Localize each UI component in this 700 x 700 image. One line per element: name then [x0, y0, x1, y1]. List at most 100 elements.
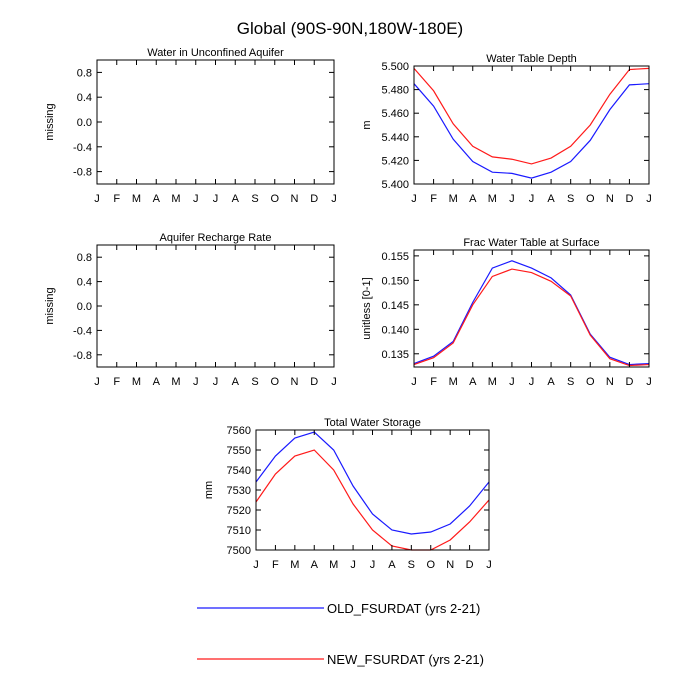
x-tick-label: A	[547, 376, 555, 388]
x-tick-label: N	[291, 376, 299, 388]
y-tick-label: 5.480	[381, 85, 409, 97]
x-tick-label: J	[94, 376, 100, 388]
x-tick-label: M	[171, 376, 180, 388]
legend: OLD_FSURDAT (yrs 2-21) NEW_FSURDAT (yrs 2…	[197, 601, 484, 667]
y-axis-label: missing	[44, 103, 56, 140]
y-tick-label: 7500	[227, 545, 251, 557]
x-tick-label: J	[350, 559, 356, 571]
x-tick-label: D	[310, 193, 318, 205]
x-tick-label: M	[290, 559, 299, 571]
x-tick-label: N	[606, 376, 614, 388]
x-tick-label: N	[446, 559, 454, 571]
y-tick-label: 7510	[227, 525, 251, 537]
y-tick-label: 0.140	[381, 324, 409, 336]
x-tick-label: J	[529, 193, 535, 205]
x-tick-label: N	[606, 193, 614, 205]
x-tick-label: M	[449, 376, 458, 388]
series-line-new	[413, 268, 650, 367]
y-axis-label: mm	[203, 481, 215, 499]
chart-title: Water Table Depth	[486, 53, 577, 65]
x-tick-label: J	[509, 193, 515, 205]
x-tick-label: M	[329, 559, 338, 571]
x-tick-label: J	[193, 193, 199, 205]
x-tick-label: J	[213, 376, 219, 388]
x-tick-label: J	[509, 376, 515, 388]
x-tick-label: M	[488, 193, 497, 205]
series-line-old	[255, 431, 490, 535]
chart-title: Total Water Storage	[324, 417, 421, 429]
x-tick-label: S	[567, 193, 574, 205]
chart-title: Aquifer Recharge Rate	[160, 232, 272, 244]
y-axis-label: m	[361, 120, 373, 129]
y-tick-label: 0.155	[381, 251, 409, 263]
y-tick-label: 0.145	[381, 300, 409, 312]
y-tick-label: 7530	[227, 485, 251, 497]
series-line-old	[413, 83, 650, 179]
plot-frame	[96, 59, 335, 185]
x-tick-label: A	[311, 559, 319, 571]
y-tick-label: 7560	[227, 425, 251, 437]
x-tick-label: N	[291, 193, 299, 205]
y-tick-label: 7550	[227, 445, 251, 457]
x-tick-label: F	[430, 193, 437, 205]
series-line-new	[413, 67, 650, 165]
x-tick-label: D	[310, 376, 318, 388]
y-tick-label: 7520	[227, 505, 251, 517]
x-tick-label: S	[251, 376, 258, 388]
y-tick-label: 0.4	[77, 277, 92, 289]
x-tick-label: J	[94, 193, 100, 205]
x-tick-label: F	[272, 559, 279, 571]
y-tick-label: 0.0	[77, 301, 92, 313]
y-tick-label: 7540	[227, 465, 251, 477]
y-tick-label: -0.4	[73, 325, 92, 337]
x-tick-label: O	[586, 376, 595, 388]
y-tick-label: -0.8	[73, 167, 92, 179]
x-tick-label: M	[449, 193, 458, 205]
x-tick-label: D	[625, 376, 633, 388]
y-tick-label: 0.135	[381, 349, 409, 361]
x-tick-label: O	[270, 376, 279, 388]
chart-title: Frac Water Table at Surface	[463, 237, 599, 249]
x-tick-label: A	[469, 376, 477, 388]
y-tick-label: 0.8	[77, 67, 92, 79]
x-tick-label: M	[488, 376, 497, 388]
y-tick-label: 0.150	[381, 275, 409, 287]
x-tick-label: J	[213, 193, 219, 205]
x-tick-label: A	[232, 193, 240, 205]
y-tick-label: 0.8	[77, 252, 92, 264]
x-tick-label: J	[370, 559, 376, 571]
y-tick-label: 5.500	[381, 61, 409, 73]
legend-label-new: NEW_FSURDAT (yrs 2-21)	[327, 652, 484, 667]
x-tick-label: O	[586, 193, 595, 205]
y-tick-label: 5.460	[381, 108, 409, 120]
plot-frame	[96, 244, 335, 368]
x-tick-label: O	[270, 193, 279, 205]
x-tick-label: J	[486, 559, 492, 571]
x-tick-label: S	[408, 559, 415, 571]
chart-panel-p4: Frac Water Table at Surface unitless [0-1…	[361, 237, 652, 388]
x-tick-label: J	[411, 376, 417, 388]
x-tick-label: A	[469, 193, 477, 205]
x-tick-label: A	[153, 193, 161, 205]
x-tick-label: F	[430, 376, 437, 388]
series-line-new	[255, 449, 490, 551]
y-axis-label: unitless [0-1]	[361, 277, 373, 339]
x-tick-label: J	[331, 376, 337, 388]
x-tick-label: J	[253, 559, 259, 571]
x-tick-label: D	[625, 193, 633, 205]
x-tick-label: O	[426, 559, 435, 571]
x-tick-label: J	[331, 193, 337, 205]
y-tick-label: -0.4	[73, 142, 92, 154]
x-tick-label: F	[113, 376, 120, 388]
y-tick-label: 0.4	[77, 92, 92, 104]
figure-title: Global (90S-90N,180W-180E)	[237, 19, 463, 38]
x-tick-label: D	[466, 559, 474, 571]
x-tick-label: A	[547, 193, 555, 205]
y-axis-label: missing	[44, 287, 56, 324]
